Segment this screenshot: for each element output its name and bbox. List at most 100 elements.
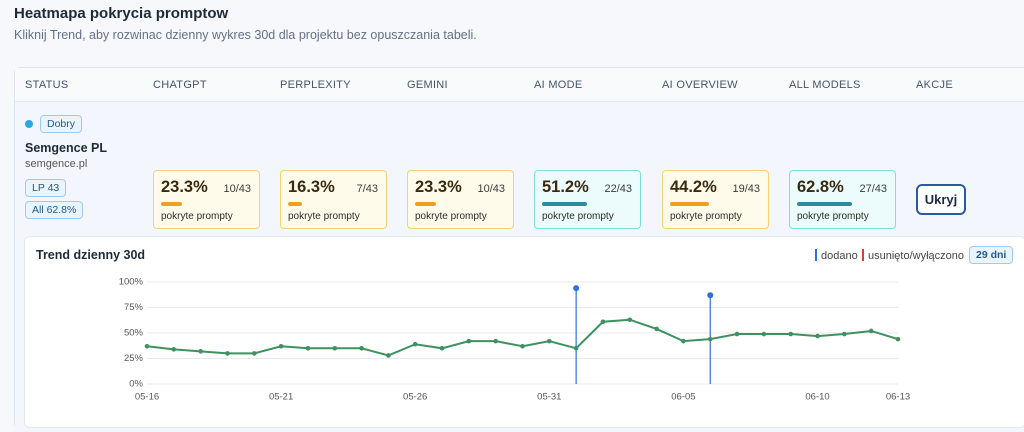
project-name: Semgence PL (25, 141, 107, 155)
coverage-count: 22/43 (604, 183, 632, 195)
trend-point (895, 336, 901, 342)
trend-line (146, 318, 899, 357)
legend-swatch (815, 249, 817, 261)
legend-label: usunięto/wyłączono (868, 250, 965, 262)
y-tick-label: 0% (129, 379, 143, 390)
trend-point (466, 338, 472, 344)
coverage-percent: 16.3% (288, 178, 335, 196)
hide-button[interactable]: Ukryj (916, 184, 966, 215)
coverage-caption: pokryte prompty (797, 211, 869, 222)
coverage-percent: 44.2% (670, 178, 717, 196)
status-badge: Dobry (40, 115, 83, 133)
trend-point (681, 338, 686, 344)
coverage-bar (670, 202, 709, 206)
coverage-cell: 23.3% 10/43 pokryte prompty (407, 170, 514, 229)
trend-point (788, 331, 794, 337)
page-subtitle: Kliknij Trend, aby rozwinac dzienny wykr… (14, 28, 477, 42)
column-header: GEMINI (407, 79, 448, 91)
event-dot (573, 285, 580, 292)
trend-point (198, 349, 203, 354)
coverage-bar (161, 202, 182, 206)
column-header: AI MODE (534, 79, 583, 91)
trend-point (573, 346, 579, 351)
coverage-caption: pokryte prompty (542, 211, 614, 222)
coverage-cell: 44.2% 19/43 pokryte prompty (662, 170, 769, 229)
trend-point (600, 319, 606, 325)
coverage-bar (797, 202, 853, 206)
trend-card: Trend dzienny 30d dodano usunięto/wyłącz… (24, 236, 1024, 428)
trend-point (412, 341, 418, 347)
x-tick-label: 05-21 (269, 392, 293, 403)
trend-point (386, 353, 391, 358)
chart-title: Trend dzienny 30d (36, 248, 146, 262)
trend-point (520, 343, 525, 349)
trend-point (359, 346, 364, 351)
x-tick-label: 06-05 (671, 392, 695, 403)
coverage-caption: pokryte prompty (161, 211, 233, 222)
coverage-count: 10/43 (477, 183, 505, 195)
trend-point (868, 328, 874, 334)
legend-swatch (862, 249, 864, 261)
chart: 0% 25% 50% 75% 100% 05-16 05-21 05-26 05-31 06-05… (119, 277, 910, 403)
status-dot (25, 120, 33, 128)
coverage-caption: pokryte prompty (288, 211, 360, 222)
trend-point (225, 351, 230, 356)
lp-badge: LP 43 (25, 179, 67, 197)
y-tick-label: 25% (124, 353, 144, 364)
trend-point (815, 333, 820, 339)
coverage-count: 19/43 (732, 183, 760, 195)
y-tick-label: 100% (119, 277, 144, 288)
trend-point (305, 346, 311, 351)
page-title: Heatmapa pokrycia promptow (14, 5, 229, 22)
all-badge: All 62.8% (25, 201, 84, 219)
page: Heatmapa pokrycia promptow Kliknij Trend… (14, 5, 1024, 429)
coverage-cell: 62.8% 27/43 pokryte prompty (789, 170, 896, 229)
column-header: ALL MODELS (789, 79, 861, 91)
table-header: STATUS CHATGPT PERPLEXITY GEMINI AI MODE AI O… (15, 68, 1024, 102)
column-header: AKCJE (916, 79, 953, 91)
trend-point (627, 317, 633, 323)
coverage-bar (415, 202, 436, 206)
x-tick-label: 05-26 (403, 392, 427, 403)
coverage-caption: pokryte prompty (670, 211, 742, 222)
trend-point (493, 338, 498, 344)
trend-point (761, 331, 767, 337)
y-tick-label: 75% (124, 302, 144, 313)
coverage-percent: 23.3% (415, 178, 462, 196)
trend-point (547, 338, 552, 344)
event-dot (707, 292, 714, 299)
column-header: AI OVERVIEW (662, 79, 738, 91)
coverage-percent: 23.3% (161, 178, 208, 196)
trend-point (278, 343, 284, 349)
coverage-cell: 16.3% 7/43 pokryte prompty (280, 170, 387, 229)
x-tick-label: 05-31 (537, 392, 561, 403)
table-row: Dobry Semgence PL semgence.pl LP 43 All … (15, 102, 1024, 432)
project-domain: semgence.pl (25, 158, 88, 170)
trend-point (654, 326, 659, 332)
coverage-bar (542, 202, 588, 206)
coverage-percent: 62.8% (797, 178, 844, 196)
trend-point (144, 343, 150, 349)
x-tick-label: 06-13 (886, 392, 910, 403)
coverage-percent: 51.2% (542, 178, 589, 196)
trend-point (842, 331, 847, 337)
column-header: STATUS (25, 79, 69, 91)
y-tick-label: 50% (124, 328, 144, 339)
coverage-caption: pokryte prompty (415, 211, 487, 222)
trend-point (439, 346, 445, 351)
trend-point (332, 346, 338, 351)
trend-point (171, 347, 177, 352)
trend-point (251, 351, 257, 356)
legend-label: dodano (821, 250, 858, 262)
coverage-cell: 51.2% 22/43 pokryte prompty (534, 170, 641, 229)
coverage-count: 7/43 (356, 183, 378, 195)
days-badge: 29 dni (969, 246, 1014, 264)
column-header: PERPLEXITY (280, 79, 351, 91)
coverage-count: 10/43 (223, 183, 251, 195)
x-tick-label: 06-10 (805, 392, 829, 403)
coverage-bar (288, 202, 303, 206)
trend-point (734, 331, 740, 337)
trend-point (707, 336, 713, 342)
x-tick-label: 05-16 (135, 392, 159, 403)
coverage-cell: 23.3% 10/43 pokryte prompty (153, 170, 260, 229)
